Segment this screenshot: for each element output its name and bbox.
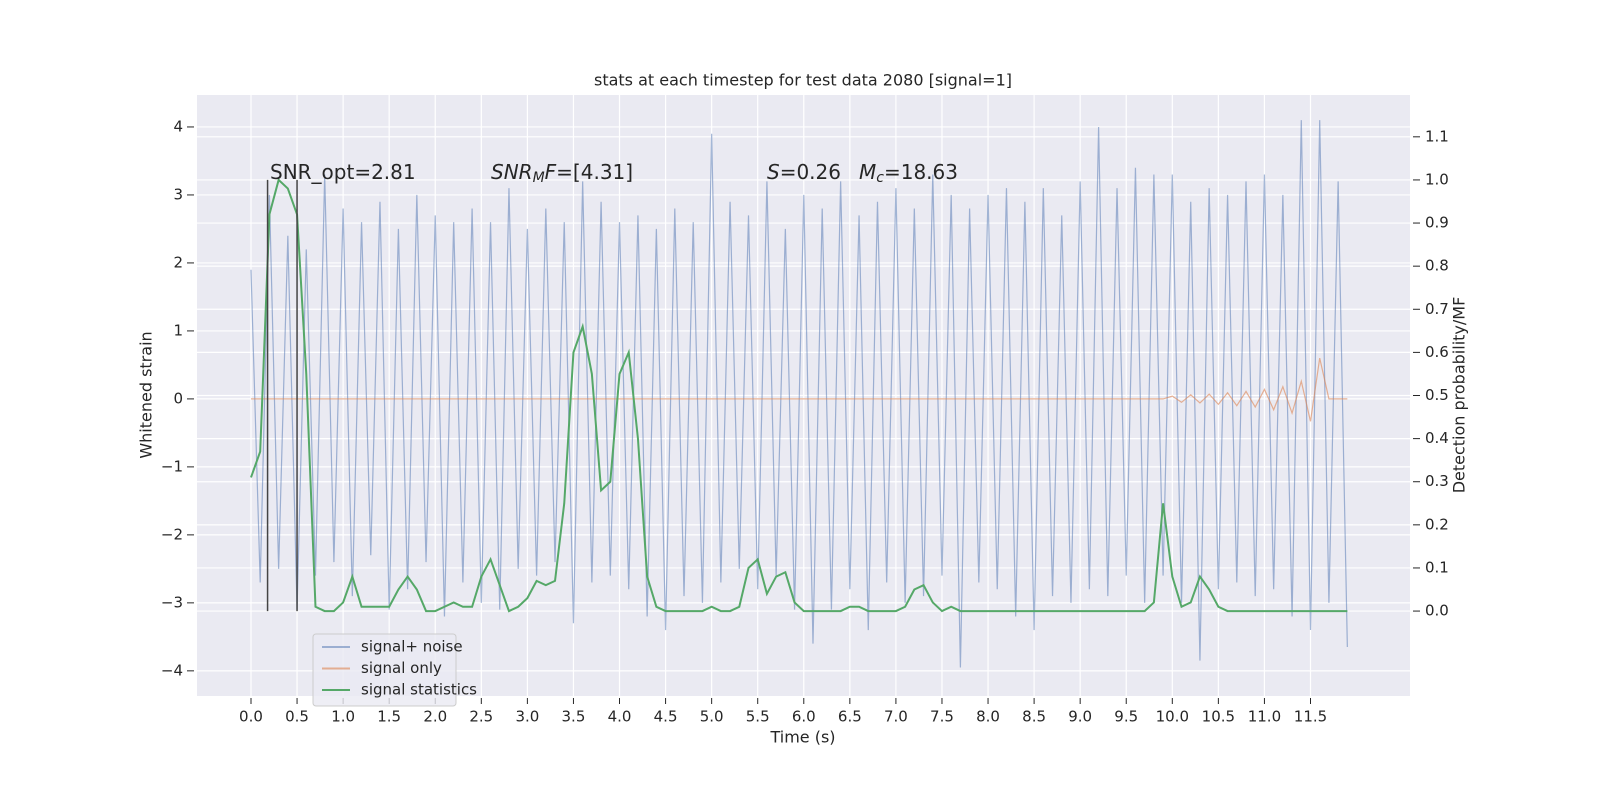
chart-title: stats at each timestep for test data 208… xyxy=(594,71,1012,90)
annotation-part: SNR_opt=2.81 xyxy=(270,160,416,184)
annotation-part: =18.63 xyxy=(884,160,958,184)
y2-tick-label: 0.1 xyxy=(1425,558,1449,576)
x-tick-label: 10.0 xyxy=(1156,708,1189,726)
y2-tick-label: 1.1 xyxy=(1425,127,1449,145)
x-tick-label: 2.0 xyxy=(423,708,447,726)
x-tick-label: 3.0 xyxy=(515,708,539,726)
x-tick-label: 6.0 xyxy=(792,708,816,726)
y2-tick-label: 0.7 xyxy=(1425,300,1449,318)
annotation: S=0.26 xyxy=(767,160,841,184)
annotation-part: F xyxy=(545,160,557,184)
x-tick-label: 0.5 xyxy=(285,708,309,726)
series-line xyxy=(250,178,1348,613)
x-tick-label: 9.0 xyxy=(1068,708,1092,726)
y2-tick-label: 0.5 xyxy=(1425,386,1449,404)
y2-tick-label: 0.4 xyxy=(1425,429,1449,447)
annotation-part: M xyxy=(533,170,545,186)
annotation: SNRMF=[4.31] xyxy=(491,160,633,187)
legend-label: signal+ noise xyxy=(361,638,463,656)
x-tick-label: 10.5 xyxy=(1202,708,1235,726)
y-tick-label: −1 xyxy=(161,457,183,475)
x-tick-label: 4.0 xyxy=(608,708,632,726)
x-tick-label: 4.5 xyxy=(654,708,678,726)
y2-tick-label: 0.3 xyxy=(1425,472,1449,490)
x-tick-label: 7.0 xyxy=(884,708,908,726)
x-tick-label: 5.0 xyxy=(700,708,724,726)
annotation-part: S xyxy=(767,160,780,184)
y2-tick-label: 0.0 xyxy=(1425,602,1449,620)
y-tick-label: 0 xyxy=(173,389,183,407)
y-tick-label: 4 xyxy=(173,117,183,135)
series-line xyxy=(250,357,1348,422)
y-axis-label: Whitened strain xyxy=(137,331,156,458)
x-tick-label: 1.5 xyxy=(377,708,401,726)
y2-axis-label: Detection probability/MF xyxy=(1450,297,1469,494)
y-tick-label: −2 xyxy=(161,525,183,543)
y-tick-label: −3 xyxy=(161,593,183,611)
x-tick-label: 9.5 xyxy=(1114,708,1138,726)
legend-box xyxy=(312,633,457,707)
x-tick-label: 0.0 xyxy=(239,708,263,726)
x-tick-label: 8.0 xyxy=(976,708,1000,726)
legend-label: signal statistics xyxy=(361,681,477,699)
x-tick-label: 11.0 xyxy=(1248,708,1281,726)
annotation: SNR_opt=2.81 xyxy=(270,160,416,184)
y-tick-label: 2 xyxy=(173,253,183,271)
y2-tick-label: 1.0 xyxy=(1425,170,1449,188)
y2-tick-label: 0.6 xyxy=(1425,343,1449,361)
x-tick-label: 3.5 xyxy=(562,708,586,726)
y-tick-label: 1 xyxy=(173,321,183,339)
y2-tick-label: 0.2 xyxy=(1425,515,1449,533)
annotation-part: c xyxy=(876,170,884,186)
x-tick-label: 1.0 xyxy=(331,708,355,726)
x-tick-label: 8.5 xyxy=(1022,708,1046,726)
x-tick-label: 5.5 xyxy=(746,708,770,726)
y2-tick-label: 0.9 xyxy=(1425,214,1449,232)
x-tick-label: 11.5 xyxy=(1294,708,1327,726)
x-tick-label: 6.5 xyxy=(838,708,862,726)
annotation-part: SNR xyxy=(491,160,533,184)
x-tick-label: 2.5 xyxy=(469,708,493,726)
annotation: Mc=18.63 xyxy=(859,160,958,187)
x-axis-label: Time (s) xyxy=(769,728,835,747)
x-tick-label: 7.5 xyxy=(930,708,954,726)
y2-tick-label: 0.8 xyxy=(1425,257,1449,275)
y-tick-label: −4 xyxy=(161,661,183,679)
annotation-part: =0.26 xyxy=(780,160,841,184)
annotation-part: =[4.31] xyxy=(556,160,633,184)
y-tick-label: 3 xyxy=(173,185,183,203)
legend-label: signal only xyxy=(361,659,442,677)
annotation-part: M xyxy=(859,160,876,184)
